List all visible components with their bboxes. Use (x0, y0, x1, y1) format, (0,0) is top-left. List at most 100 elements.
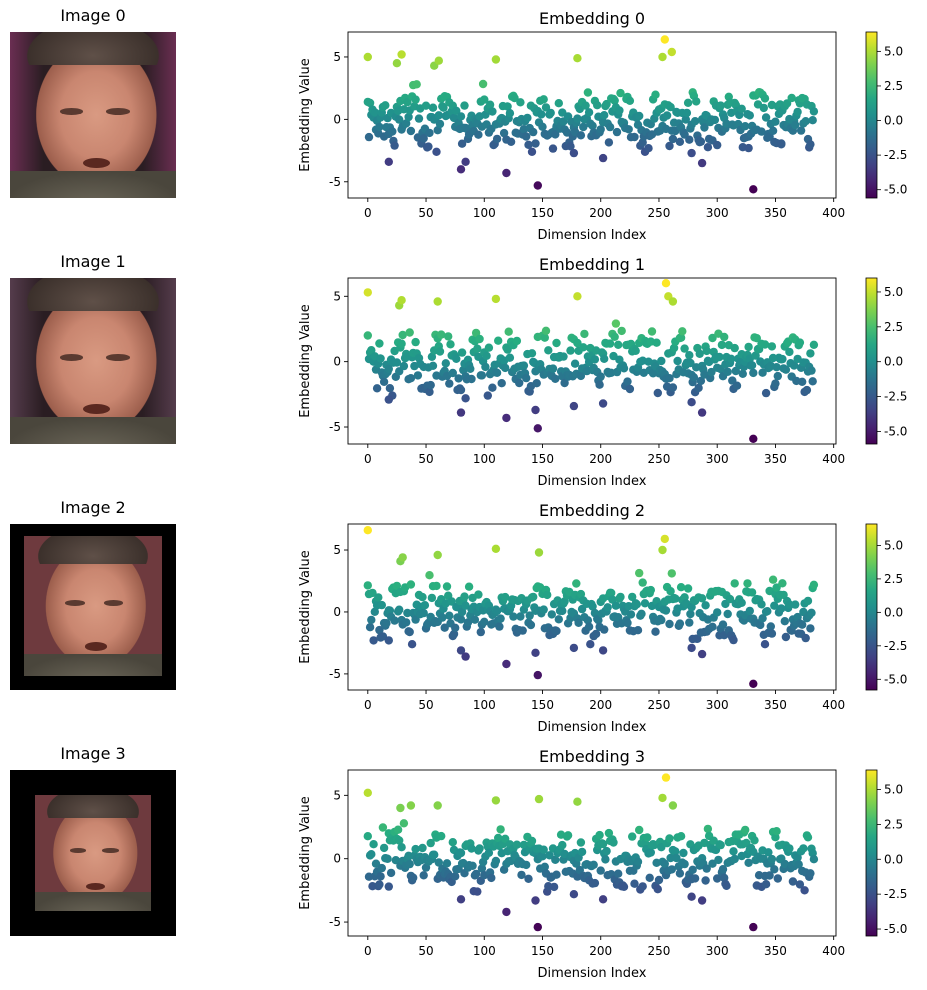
scatter-point (407, 640, 417, 649)
scatter-point (421, 101, 431, 110)
scatter-point (572, 579, 581, 588)
scatter-point (713, 874, 722, 883)
colorbar-tick-label: 5.0 (884, 783, 903, 797)
scatter-point (397, 296, 406, 305)
chart-title: Embedding 2 (539, 501, 645, 520)
scatter-point (444, 332, 453, 341)
x-tick-label: 50 (418, 206, 433, 220)
colorbar-tick-label: -5.0 (884, 183, 907, 197)
scatter-point (485, 100, 495, 109)
scatter-point (457, 348, 467, 357)
scatter-point (787, 93, 796, 103)
scatter-point (749, 679, 758, 688)
scatter-point (503, 102, 512, 111)
scatter-point (589, 860, 598, 869)
scatter-point (363, 581, 372, 590)
scatter-point (451, 872, 460, 881)
scatter-point (690, 874, 700, 883)
scatter-point (460, 101, 469, 110)
scatter-point (454, 374, 463, 383)
scatter-point (708, 622, 717, 631)
scatter-point (406, 126, 416, 136)
scatter-point (456, 165, 466, 174)
scatter-point (494, 833, 503, 843)
scatter-point (661, 279, 671, 288)
scatter-point (626, 610, 636, 619)
scatter-point (573, 114, 582, 123)
scatter-point (405, 328, 414, 337)
scatter-point (741, 825, 750, 835)
x-tick-label: 400 (822, 206, 845, 220)
scatter-point (440, 623, 449, 632)
colorbar-tick-label: 0.0 (884, 114, 903, 128)
scatter-point (780, 859, 789, 869)
scatter-point (610, 332, 619, 341)
scatter-point (552, 870, 561, 879)
scatter-point (680, 859, 689, 869)
scatter-point (793, 612, 802, 622)
scatter-point (477, 371, 487, 380)
scatter-point (750, 836, 759, 845)
scatter-point (488, 107, 497, 116)
scatter-point (463, 618, 473, 627)
scatter-point (370, 108, 379, 117)
scatter-point (675, 137, 685, 146)
scatter-point (456, 615, 466, 624)
scatter-point (548, 144, 558, 153)
scatter-point (525, 611, 534, 620)
scatter-point (541, 326, 551, 335)
scatter-point (452, 106, 461, 116)
scatter-point (544, 346, 553, 355)
scatter-point (616, 88, 625, 98)
scatter-point (409, 873, 418, 882)
scatter-point (419, 871, 428, 880)
scatter-point (419, 134, 428, 143)
scatter-point (612, 127, 622, 137)
scatter-point (491, 294, 501, 304)
scatter-point (596, 372, 605, 381)
scatter-point (577, 847, 587, 857)
scatter-point (652, 338, 661, 347)
scatter-point (563, 831, 573, 840)
scatter-point (554, 99, 563, 108)
scatter-point (668, 297, 678, 306)
x-tick-label: 50 (418, 698, 433, 712)
scatter-point (801, 633, 810, 643)
scatter-point (624, 602, 633, 611)
scatter-point (491, 55, 501, 64)
scatter-point (800, 886, 809, 895)
scatter-point (382, 619, 391, 628)
x-tick-label: 200 (589, 452, 612, 466)
scatter-point (588, 121, 597, 130)
scatter-point (638, 578, 647, 587)
scatter-point (515, 378, 524, 388)
scatter-point (518, 626, 527, 635)
scatter-point (723, 367, 732, 376)
scatter-point (808, 116, 817, 125)
scatter-point (757, 127, 766, 136)
scatter-point (384, 636, 393, 645)
embedding-chart: Embedding 2 0 50 100 150 200 250 300 350 400 -5 0 5 D… (298, 501, 907, 735)
scatter-point (598, 839, 608, 849)
scatter-point (676, 583, 686, 592)
scatter-point (457, 139, 467, 148)
scatter-point (609, 838, 618, 847)
scatter-point (397, 50, 406, 59)
scatter-point (488, 383, 497, 392)
scatter-point (615, 106, 624, 115)
axes-frame (347, 523, 837, 691)
scatter-point (384, 395, 393, 404)
scatter-point (737, 104, 746, 114)
scatter-point (702, 864, 711, 873)
colorbar-tick-label: -5.0 (884, 672, 907, 686)
face-image (10, 770, 176, 936)
scatter-point (671, 594, 680, 603)
scatter-point (584, 622, 594, 631)
y-tick-label: 0 (333, 355, 341, 369)
scatter-point (364, 132, 374, 142)
x-tick-label: 0 (364, 944, 372, 958)
x-tick-label: 350 (764, 452, 787, 466)
scatter-point (637, 609, 646, 618)
scatter-point (531, 405, 540, 415)
scatter-point (411, 844, 420, 854)
